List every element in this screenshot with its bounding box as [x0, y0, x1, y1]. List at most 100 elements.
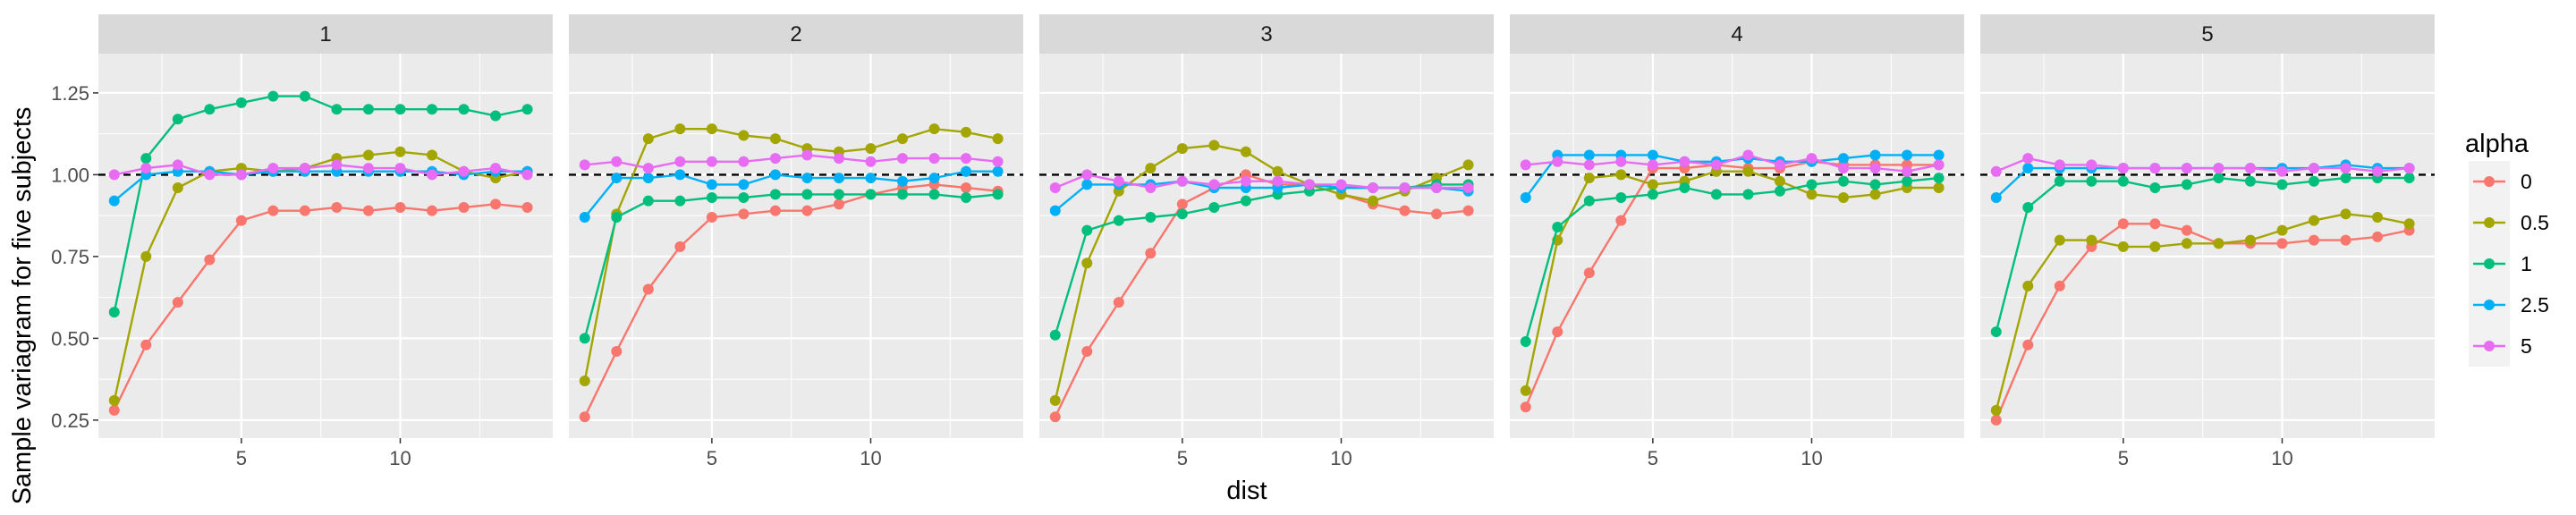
data-point — [1113, 215, 1124, 226]
data-point — [2181, 163, 2192, 174]
legend: alpha 0 0.5 1 2.5 5 — [2465, 130, 2549, 367]
legend-key-point — [2484, 341, 2495, 351]
data-point — [140, 153, 152, 165]
y-tick-label: 1.00 — [51, 164, 89, 186]
data-point — [1145, 248, 1157, 259]
facet-strip — [1510, 14, 1964, 54]
data-point — [299, 205, 310, 216]
legend-key-point — [2484, 258, 2495, 269]
data-point — [1583, 149, 1595, 161]
data-point — [458, 104, 470, 115]
panel-4: 4 5 10 — [1510, 14, 1964, 469]
data-point — [235, 169, 247, 181]
data-point — [769, 189, 781, 200]
data-point — [2149, 218, 2161, 230]
data-point — [2022, 339, 2034, 350]
data-point — [2117, 218, 2129, 230]
data-point — [992, 165, 1004, 177]
data-point — [1520, 401, 1531, 413]
series-line — [1054, 144, 1470, 401]
data-point — [1902, 165, 1913, 177]
data-point — [331, 202, 343, 213]
data-point — [267, 163, 279, 174]
data-point — [490, 163, 502, 174]
data-point — [1113, 175, 1124, 187]
x-tick-label: 10 — [1801, 447, 1822, 469]
legend-label: 0 — [2521, 170, 2532, 193]
panel-background — [1039, 54, 1494, 438]
data-point — [2403, 218, 2415, 230]
data-point — [2181, 224, 2192, 236]
data-point — [579, 375, 590, 386]
x-tick-label: 5 — [2118, 447, 2129, 469]
data-point — [521, 104, 533, 115]
data-point — [2149, 182, 2161, 194]
data-point — [1774, 159, 1785, 171]
data-point — [427, 104, 438, 115]
data-point — [801, 149, 813, 161]
data-point — [1462, 159, 1474, 171]
data-point — [1838, 163, 1850, 174]
series-alpha-0.5 — [579, 123, 1004, 386]
data-point — [2372, 211, 2384, 223]
data-point — [2309, 215, 2320, 226]
data-point — [769, 153, 781, 165]
data-point — [865, 173, 877, 184]
data-point — [1049, 329, 1061, 341]
data-point — [204, 254, 216, 266]
data-point — [1990, 165, 2002, 177]
data-point — [579, 211, 590, 223]
data-point — [458, 165, 470, 177]
data-point — [1774, 175, 1785, 187]
data-point — [1145, 211, 1157, 223]
data-point — [1869, 189, 1881, 200]
data-point — [1838, 192, 1850, 204]
data-point — [642, 163, 654, 174]
data-point — [1774, 185, 1785, 197]
facet-strip — [1980, 14, 2435, 54]
data-point — [579, 159, 590, 171]
data-point — [992, 133, 1004, 145]
series-alpha-1 — [1520, 173, 1945, 348]
x-tick-label: 5 — [236, 447, 247, 469]
legend-label: 0.5 — [2521, 211, 2549, 234]
data-point — [1081, 169, 1093, 181]
data-point — [2244, 175, 2256, 187]
data-point — [1208, 179, 1220, 190]
x-tick-label: 5 — [1177, 447, 1188, 469]
data-point — [394, 146, 406, 157]
data-point — [2022, 280, 2034, 291]
data-point — [1647, 149, 1658, 161]
data-point — [1838, 153, 1850, 165]
data-point — [1303, 179, 1315, 190]
data-point — [642, 173, 654, 184]
data-point — [1647, 189, 1658, 200]
data-point — [1520, 384, 1531, 396]
data-point — [833, 173, 844, 184]
data-point — [108, 404, 120, 416]
y-tick-label: 0.50 — [51, 327, 89, 350]
data-point — [961, 165, 972, 177]
facet-strip — [98, 14, 553, 54]
data-point — [1272, 175, 1284, 187]
data-point — [706, 156, 717, 167]
data-point — [706, 211, 717, 223]
data-point — [928, 153, 940, 165]
data-point — [674, 195, 686, 207]
data-point — [2117, 175, 2129, 187]
x-tick-label: 10 — [2271, 447, 2292, 469]
legend-item-0: 0 — [2469, 161, 2532, 202]
series-alpha-5 — [1049, 169, 1474, 194]
data-point — [897, 175, 909, 187]
data-point — [2309, 175, 2320, 187]
data-point — [642, 195, 654, 207]
data-point — [1049, 205, 1061, 216]
data-point — [1806, 179, 1818, 190]
data-point — [1933, 182, 1945, 194]
legend-label: 5 — [2521, 334, 2532, 358]
data-point — [1838, 175, 1850, 187]
facet-strip-label: 1 — [319, 22, 331, 46]
data-point — [1049, 182, 1061, 194]
legend-key-point — [2484, 217, 2495, 228]
